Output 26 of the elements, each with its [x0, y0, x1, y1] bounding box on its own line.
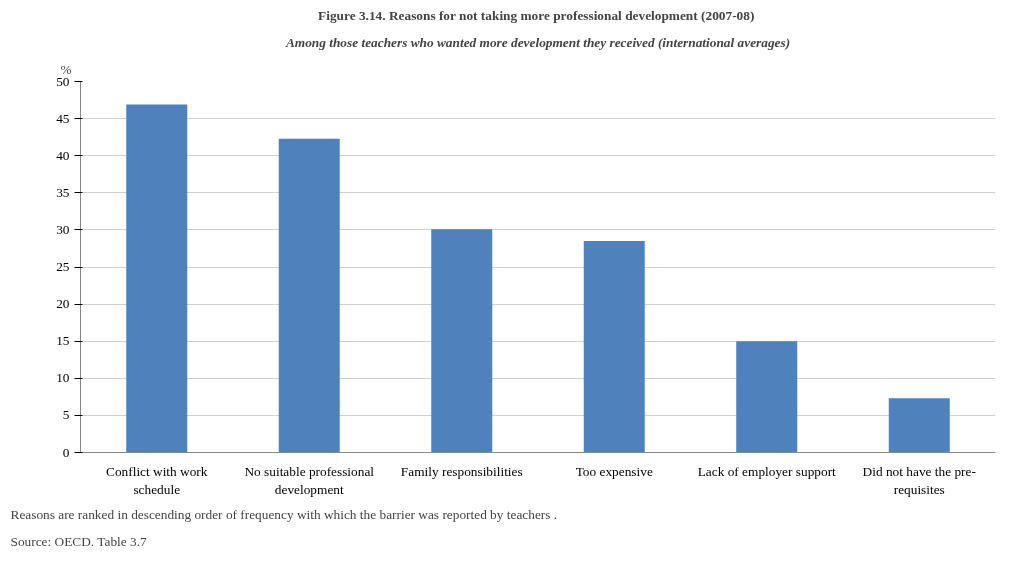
- y-tick-label: 30: [56, 221, 70, 237]
- y-tick-label: 35: [56, 184, 70, 200]
- y-tick-label: 25: [56, 259, 70, 274]
- x-tick-label: Did not have the pre-requisites: [862, 463, 976, 497]
- y-tick-label: 10: [56, 370, 70, 386]
- y-tick-label: 5: [62, 407, 70, 423]
- text: Reasons are ranked in descending order of frequency with which the barrier was reported by teachers .: [10, 506, 558, 522]
- bar: [583, 241, 645, 453]
- x-tick-label: Lack of employer support: [697, 463, 837, 479]
- x-tick-label: Family responsibilities: [400, 463, 523, 479]
- bar: [431, 229, 493, 453]
- chart-title: Figure 3.14. Reasons for not taking more professional development (2007-08): [318, 7, 755, 23]
- bar: [736, 341, 798, 453]
- y-tick-label: 15: [56, 333, 70, 349]
- source-note: Source: OECD. Table 3.7: [10, 533, 147, 549]
- y-tick-label: 20: [56, 296, 70, 312]
- x-tick-label: Too expensive: [575, 463, 653, 479]
- bar: [278, 138, 340, 453]
- x-tick-label: No suitable professional development: [244, 463, 375, 497]
- chart-subtitle: Among those teachers who wanted more development they received (international averages): [284, 34, 791, 50]
- x-tick-label: Conflict with work schedule: [106, 463, 208, 497]
- y-tick-label: 40: [56, 147, 70, 163]
- y-tick-label: 45: [56, 110, 70, 126]
- y-tick-label: 0: [62, 444, 70, 460]
- bar: [888, 398, 950, 453]
- bar: [126, 104, 188, 453]
